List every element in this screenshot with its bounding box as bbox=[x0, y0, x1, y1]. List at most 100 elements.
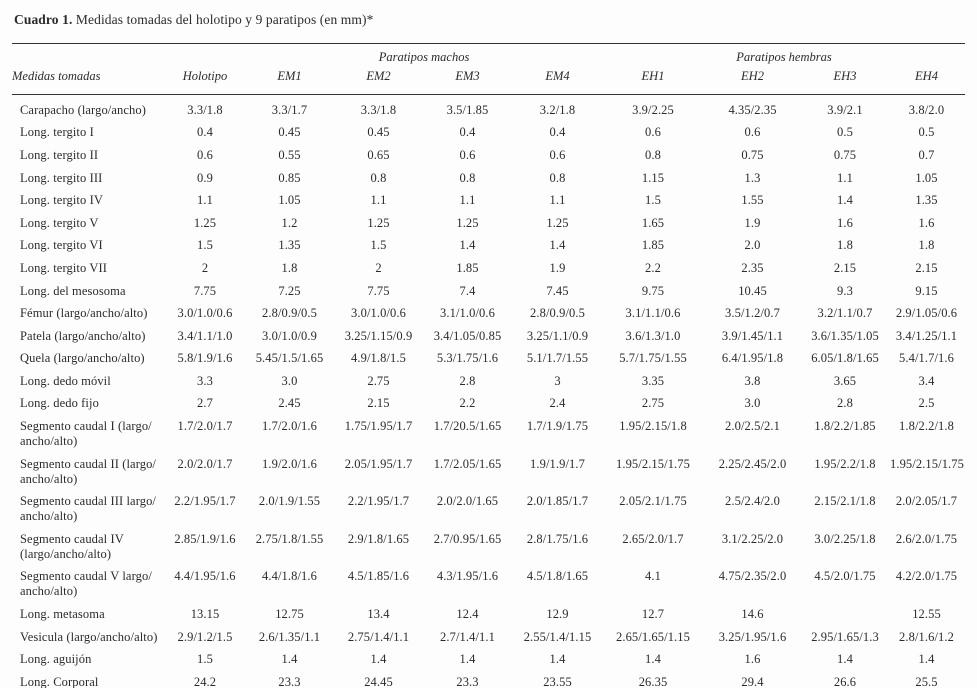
value-cell: 2.8/0.9/0.5 bbox=[530, 306, 585, 321]
group-header-spacer bbox=[12, 43, 245, 67]
table-row: Carapacho (largo/ancho) 3.3/1.8 3.3/1.7 3.3… bbox=[12, 94, 965, 121]
value-cell: 1.5 bbox=[370, 238, 387, 253]
measure-label: Long. dedo fijo bbox=[20, 396, 99, 411]
value-cell: 3.8/2.0 bbox=[908, 102, 945, 117]
column-header-em1: EM1 bbox=[245, 66, 334, 95]
value-cell: 2.75 bbox=[367, 373, 390, 388]
value-cell: 1.05 bbox=[278, 193, 301, 208]
value-cell: 1.55 bbox=[741, 193, 764, 208]
value-cell: 5.8/1.9/1.6 bbox=[177, 351, 233, 366]
group-header-row: Paratipos machos Paratipos hembras bbox=[12, 43, 965, 67]
table-row: Segmento caudal III largo/ ancho/alto) 2.… bbox=[12, 490, 965, 528]
value-cell: 2.75/1.4/1.1 bbox=[347, 629, 410, 644]
value-cell: 13.4 bbox=[367, 607, 390, 622]
value-cell: 4.75/2.35/2.0 bbox=[718, 569, 787, 584]
value-cell: 3.2/1.8 bbox=[539, 102, 576, 117]
table-caption-number: Cuadro 1. bbox=[14, 12, 73, 27]
value-cell: 3.35 bbox=[641, 373, 665, 388]
value-cell: 0.4 bbox=[459, 125, 476, 140]
value-cell: 2.75/1.8/1.55 bbox=[255, 531, 324, 546]
value-cell: 1.8 bbox=[918, 238, 935, 253]
value-cell: 5.7/1.75/1.55 bbox=[619, 351, 687, 366]
measure-label: Long. tergito VII bbox=[20, 260, 107, 275]
value-cell: 6.05/1.8/1.65 bbox=[811, 351, 879, 366]
value-cell: 1.9 bbox=[549, 260, 566, 275]
value-cell: 1.15 bbox=[641, 170, 665, 185]
value-cell: 23.3 bbox=[278, 674, 301, 688]
value-cell: 1.4 bbox=[549, 652, 566, 667]
table-row: Fémur (largo/ancho/alto) 3.0/1.0/0.6 2.8/0… bbox=[12, 302, 965, 325]
value-cell: 4.3/1.95/1.6 bbox=[436, 569, 499, 584]
table-header: Paratipos machos Paratipos hembras Medid… bbox=[12, 43, 965, 95]
value-cell: 2.0/2.05/1.7 bbox=[895, 494, 958, 509]
value-cell: 23.3 bbox=[456, 674, 479, 688]
value-cell: 3.3 bbox=[197, 373, 213, 388]
value-cell: 1.1 bbox=[197, 193, 213, 208]
table-row: Segmento caudal V largo/ ancho/alto) 4.4/… bbox=[12, 566, 965, 604]
value-cell: 7.25 bbox=[278, 283, 301, 298]
value-cell: 2.0/2.0/1.65 bbox=[436, 494, 499, 509]
value-cell: 0.5 bbox=[837, 125, 853, 140]
value-cell: 3.0/2.25/1.8 bbox=[814, 531, 876, 546]
measure-label: Carapacho (largo/ancho) bbox=[20, 102, 146, 117]
value-cell: 2.9/1.2/1.5 bbox=[177, 629, 233, 644]
value-cell: 2.0/2.0/1.7 bbox=[177, 456, 233, 471]
value-cell: 1.65 bbox=[641, 215, 665, 230]
measure-label: Long. del mesosoma bbox=[20, 283, 126, 298]
value-cell: 2.05/2.1/1.75 bbox=[619, 494, 687, 509]
table-row: Long. tergito II 0.6 0.55 0.65 0.6 0.6 0.8 0.75… bbox=[12, 144, 965, 167]
table-caption-text: Medidas tomadas del holotipo y 9 paratip… bbox=[72, 12, 374, 27]
value-cell: 0.8 bbox=[549, 170, 566, 185]
value-cell: 2.9/1.8/1.65 bbox=[347, 531, 410, 546]
value-cell: 3 bbox=[554, 373, 561, 388]
measure-label: Long. aguijón bbox=[20, 652, 92, 667]
value-cell: 4.5/1.85/1.6 bbox=[347, 569, 410, 584]
value-cell: 4.5/2.0/1.75 bbox=[814, 569, 876, 584]
value-cell: 2.35 bbox=[741, 260, 764, 275]
value-cell: 1.4 bbox=[918, 652, 935, 667]
value-cell: 0.7 bbox=[918, 147, 935, 162]
measure-label: Long. tergito I bbox=[20, 125, 94, 140]
value-cell: 3.25/1.95/1.6 bbox=[718, 629, 787, 644]
value-cell bbox=[802, 603, 888, 626]
measure-label: Long. tergito V bbox=[20, 215, 99, 230]
value-cell: 1.4 bbox=[370, 652, 387, 667]
value-cell: 2.95/1.65/1.3 bbox=[811, 629, 879, 644]
value-cell: 1.25 bbox=[193, 215, 217, 230]
value-cell: 6.4/1.95/1.8 bbox=[721, 351, 784, 366]
value-cell: 26.6 bbox=[833, 674, 857, 688]
value-cell: 1.95/2.2/1.8 bbox=[814, 456, 876, 471]
value-cell: 0.6 bbox=[459, 147, 476, 162]
value-cell: 26.35 bbox=[638, 674, 668, 688]
value-cell: 2.0/1.9/1.55 bbox=[258, 494, 321, 509]
value-cell: 2.6/2.0/1.75 bbox=[895, 531, 958, 546]
value-cell: 1.85 bbox=[641, 238, 665, 253]
value-cell: 1.5 bbox=[645, 193, 661, 208]
value-cell: 2.4 bbox=[549, 396, 566, 411]
value-cell: 0.6 bbox=[549, 147, 566, 162]
value-cell: 2.65/2.0/1.7 bbox=[622, 531, 684, 546]
table-row: Long. tergito IV 1.1 1.05 1.1 1.1 1.1 1.5 1.55 1… bbox=[12, 189, 965, 212]
value-cell: 0.8 bbox=[459, 170, 476, 185]
value-cell: 7.4 bbox=[459, 283, 476, 298]
value-cell: 5.3/1.75/1.6 bbox=[436, 351, 499, 366]
value-cell: 3.6/1.35/1.05 bbox=[811, 328, 879, 343]
value-cell: 0.6 bbox=[744, 125, 761, 140]
value-cell: 3.1/1.0/0.6 bbox=[440, 306, 495, 321]
column-header-eh4: EH4 bbox=[888, 66, 965, 95]
column-header-eh2: EH2 bbox=[703, 66, 802, 95]
value-cell: 1.5 bbox=[197, 238, 213, 253]
table-row: Long. tergito VII 2 1.8 2 1.85 1.9 2.2 2.35 2.15… bbox=[12, 257, 965, 280]
measure-label: Segmento caudal III largo/ ancho/alto) bbox=[20, 494, 157, 524]
measure-label: Fémur (largo/ancho/alto) bbox=[20, 306, 148, 321]
value-cell: 1.3 bbox=[744, 170, 761, 185]
value-cell: 2.2/1.95/1.7 bbox=[174, 494, 236, 509]
value-cell: 2.0/2.5/2.1 bbox=[725, 419, 780, 434]
value-cell: 25.5 bbox=[915, 674, 938, 688]
value-cell: 1.5 bbox=[197, 652, 213, 667]
measure-label: Long. tergito II bbox=[20, 147, 99, 162]
value-cell: 1.75/1.95/1.7 bbox=[344, 419, 413, 434]
value-cell: 0.75 bbox=[833, 147, 857, 162]
value-cell: 3.8 bbox=[744, 373, 761, 388]
value-cell: 12.75 bbox=[275, 607, 304, 622]
